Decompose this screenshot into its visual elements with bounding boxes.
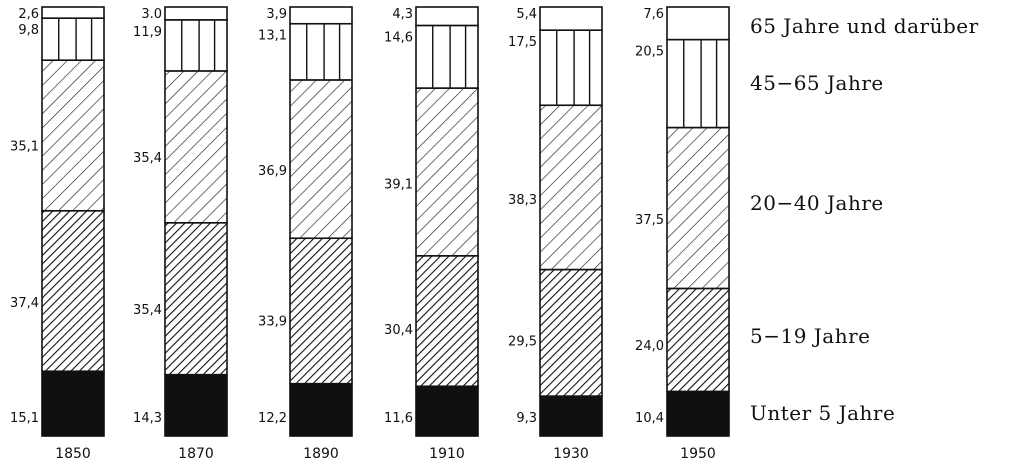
value-label-1890-45-65-jahre: 13,1 bbox=[258, 29, 287, 44]
value-label-1890-20-40-jahre: 36,9 bbox=[258, 164, 287, 179]
value-label-1850-65-jahre-und-daruber: 2,6 bbox=[18, 7, 39, 22]
value-label-1950-45-65-jahre: 20,5 bbox=[635, 45, 664, 60]
value-label-1930-45-65-jahre: 17,5 bbox=[508, 35, 537, 50]
bar-segment-1850-45-65-jahre bbox=[41, 17, 105, 61]
bar-segment-1870-unter-5-jahre bbox=[164, 373, 228, 437]
value-label-1850-unter-5-jahre: 15,1 bbox=[10, 411, 39, 426]
bar-segment-1950-45-65-jahre bbox=[666, 38, 730, 129]
bar-segment-1890-45-65-jahre bbox=[289, 22, 353, 81]
value-label-1950-65-jahre-und-daruber: 7,6 bbox=[643, 7, 664, 22]
bar-segment-1850-unter-5-jahre bbox=[41, 370, 105, 437]
bar-segment-1850-20-40-jahre bbox=[41, 59, 105, 212]
bar-segment-1950-5-19-jahre bbox=[666, 287, 730, 393]
bar-segment-1910-45-65-jahre bbox=[415, 24, 479, 89]
bar-segment-1930-5-19-jahre bbox=[539, 268, 603, 397]
value-labels-layer: 15,1 37,4 35,1 9,82,6 14,3 35,4 35,4 11,9 3.0 12,… bbox=[10, 7, 664, 426]
bar-segment-1890-20-40-jahre bbox=[289, 79, 353, 240]
value-label-1930-unter-5-jahre: 9,3 bbox=[516, 411, 537, 426]
x-tick-label-1890: 1890 bbox=[303, 446, 339, 462]
x-tick-label-1910: 1910 bbox=[429, 446, 465, 462]
bar-segment-1930-45-65-jahre bbox=[539, 29, 603, 107]
value-label-1870-5-19-jahre: 35,4 bbox=[133, 303, 162, 318]
value-label-1870-45-65-jahre: 11,9 bbox=[133, 25, 162, 40]
legend-label-unter-5-jahre: Unter 5 Jahre bbox=[750, 401, 895, 425]
value-label-1930-65-jahre-und-daruber: 5,4 bbox=[516, 7, 537, 22]
value-label-1850-5-19-jahre: 37,4 bbox=[10, 296, 39, 311]
bar-segment-1850-65-jahre-und-daruber bbox=[41, 6, 105, 19]
bar-segment-1950-65-jahre-und-daruber bbox=[666, 6, 730, 41]
bar-segment-1870-20-40-jahre bbox=[164, 70, 228, 224]
bar-segment-1870-45-65-jahre bbox=[164, 19, 228, 72]
value-label-1950-unter-5-jahre: 10,4 bbox=[635, 411, 664, 426]
value-label-1910-65-jahre-und-daruber: 4,3 bbox=[392, 7, 413, 22]
value-label-1910-unter-5-jahre: 11,6 bbox=[384, 411, 413, 426]
value-label-1890-unter-5-jahre: 12,2 bbox=[258, 411, 287, 426]
bar-segment-1910-unter-5-jahre bbox=[415, 385, 479, 437]
legend-label-5-19-jahre: 5−19 Jahre bbox=[750, 324, 871, 348]
bar-segment-1870-65-jahre-und-daruber bbox=[164, 6, 228, 21]
bar-segment-1890-65-jahre-und-daruber bbox=[289, 6, 353, 25]
value-label-1910-20-40-jahre: 39,1 bbox=[384, 178, 413, 193]
bar-segment-1890-unter-5-jahre bbox=[289, 382, 353, 437]
value-label-1910-5-19-jahre: 30,4 bbox=[384, 323, 413, 338]
x-axis-labels: 1850 1870 1890 1910 1930 1950 bbox=[55, 446, 716, 462]
x-tick-label-1930: 1930 bbox=[553, 446, 589, 462]
bar-segment-1850-5-19-jahre bbox=[41, 209, 105, 373]
value-label-1850-20-40-jahre: 35,1 bbox=[10, 140, 39, 155]
value-label-1850-45-65-jahre: 9,8 bbox=[18, 23, 39, 38]
value-label-1950-20-40-jahre: 37,5 bbox=[635, 213, 664, 228]
bar-segment-1890-5-19-jahre bbox=[289, 237, 353, 385]
bars-layer bbox=[41, 6, 730, 437]
legend-label-45-65-jahre: 45−65 Jahre bbox=[750, 71, 884, 95]
x-tick-label-1850: 1850 bbox=[55, 446, 91, 462]
value-label-1890-5-19-jahre: 33,9 bbox=[258, 314, 287, 329]
x-tick-label-1870: 1870 bbox=[178, 446, 214, 462]
bar-segment-1930-20-40-jahre bbox=[539, 104, 603, 271]
bar-segment-1930-65-jahre-und-daruber bbox=[539, 6, 603, 31]
value-label-1930-20-40-jahre: 38,3 bbox=[508, 193, 537, 208]
value-label-1870-unter-5-jahre: 14,3 bbox=[133, 411, 162, 426]
value-label-1870-65-jahre-und-daruber: 3.0 bbox=[141, 7, 162, 22]
bar-segment-1910-5-19-jahre bbox=[415, 255, 479, 388]
value-label-1950-5-19-jahre: 24,0 bbox=[635, 339, 664, 354]
legend: Unter 5 Jahre 5−19 Jahre 20−40 Jahre 45−65 … bbox=[750, 14, 979, 425]
legend-label-65-jahre-und-daruber: 65 Jahre und darüber bbox=[750, 14, 979, 38]
bar-segment-1950-unter-5-jahre bbox=[666, 390, 730, 437]
value-label-1930-5-19-jahre: 29,5 bbox=[508, 334, 537, 349]
value-label-1910-45-65-jahre: 14,6 bbox=[384, 30, 413, 45]
x-tick-label-1950: 1950 bbox=[680, 446, 716, 462]
bar-segment-1910-65-jahre-und-daruber bbox=[415, 6, 479, 27]
bar-segment-1910-20-40-jahre bbox=[415, 87, 479, 257]
value-label-1890-65-jahre-und-daruber: 3,9 bbox=[266, 7, 287, 22]
value-label-1870-20-40-jahre: 35,4 bbox=[133, 151, 162, 166]
bar-segment-1870-5-19-jahre bbox=[164, 221, 228, 376]
bar-segment-1950-20-40-jahre bbox=[666, 126, 730, 290]
legend-label-20-40-jahre: 20−40 Jahre bbox=[750, 191, 884, 215]
bar-segment-1930-unter-5-jahre bbox=[539, 395, 603, 437]
